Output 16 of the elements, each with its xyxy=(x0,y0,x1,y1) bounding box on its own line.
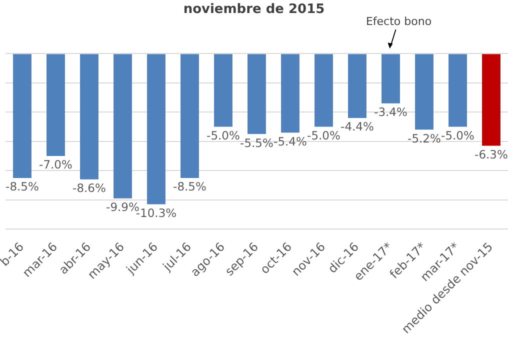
data-label: -8.5% xyxy=(173,180,206,194)
data-label: -5.0% xyxy=(307,128,340,142)
data-label: -5.2% xyxy=(408,131,441,146)
data-label: -4.4% xyxy=(340,120,374,134)
data-label: -7.0% xyxy=(39,158,72,172)
data-label: -5.0% xyxy=(206,128,240,142)
data-label: -8.5% xyxy=(6,180,39,194)
data-label: -8.6% xyxy=(72,181,106,196)
data-label: -5.5% xyxy=(240,136,274,150)
data-label: -5.0% xyxy=(441,128,474,142)
annotation: Efecto bono xyxy=(366,14,432,28)
chart-title: noviembre de 2015 xyxy=(183,2,325,18)
data-label: -3.4% xyxy=(374,105,408,120)
data-label: -9.9% xyxy=(106,200,140,214)
data-label: -5.4% xyxy=(274,134,307,148)
data-label: -6.3% xyxy=(474,147,508,162)
